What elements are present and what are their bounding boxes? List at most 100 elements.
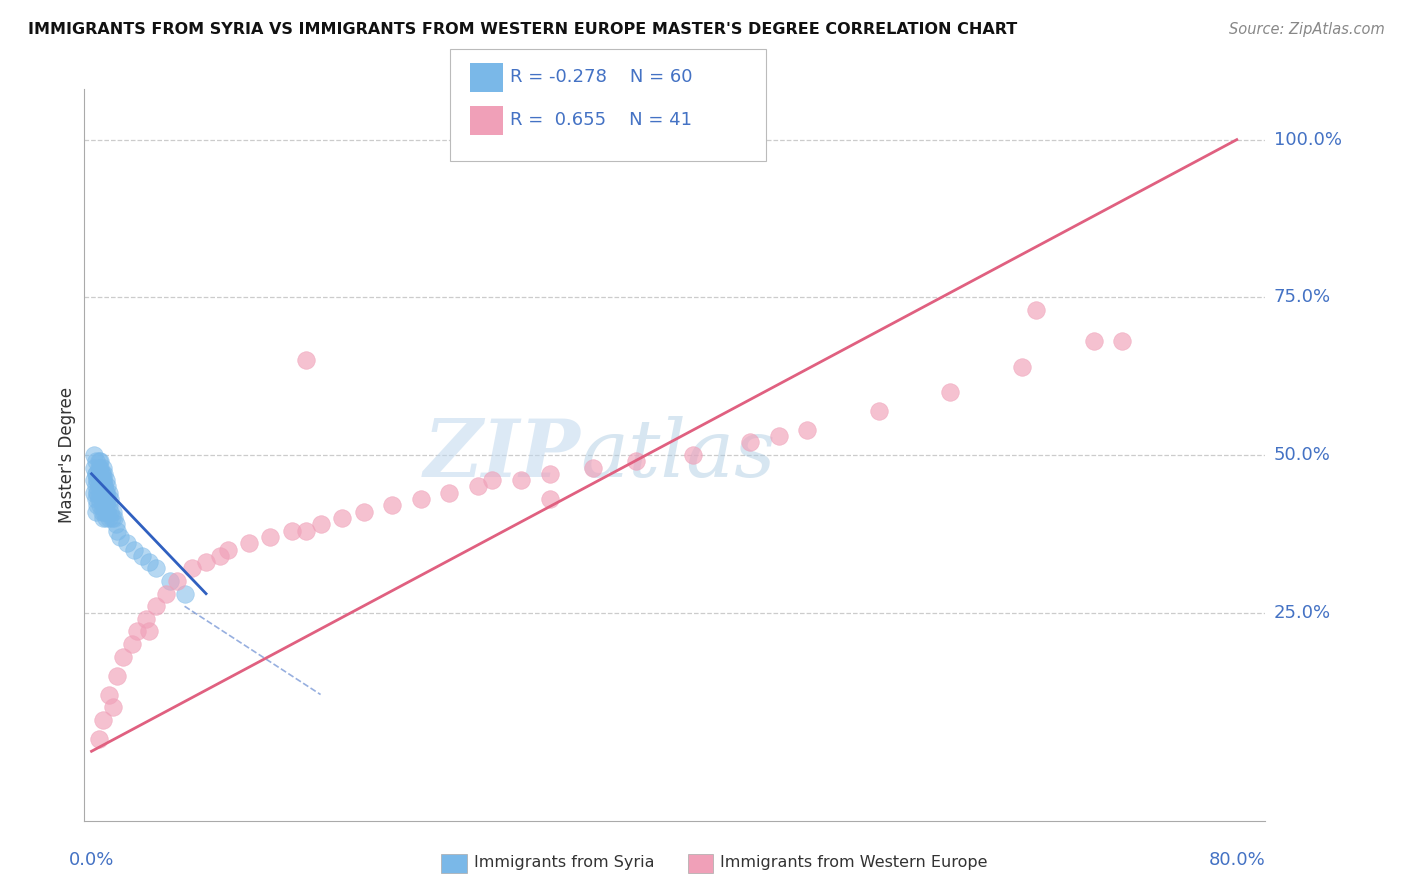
Point (409, 491, 432, 506)
Point (101, 700, 124, 714)
Point (581, 460, 603, 475)
Text: 0.0%: 0.0% (69, 851, 114, 869)
Point (91, 473, 114, 487)
Point (91, 713, 114, 727)
Point (84, 479, 107, 493)
Point (97, 511, 120, 525)
Point (1011, 359, 1033, 374)
Point (159, 574, 181, 588)
Point (89, 454, 111, 468)
Point (353, 505, 375, 519)
Text: 25.0%: 25.0% (1274, 604, 1331, 622)
Point (83, 473, 105, 487)
Text: 50.0%: 50.0% (1274, 446, 1330, 464)
Point (86, 485, 108, 500)
Point (381, 499, 404, 513)
Point (624, 454, 647, 468)
Point (96, 505, 118, 519)
Point (217, 542, 239, 557)
Point (738, 435, 761, 450)
Point (104, 517, 127, 532)
Point (135, 612, 157, 626)
Point (84, 505, 107, 519)
Point (89, 473, 111, 487)
Point (93, 479, 115, 493)
Point (83, 485, 105, 500)
Point (87, 479, 110, 493)
Point (91, 473, 114, 487)
Point (94, 511, 117, 525)
Text: R =  0.655    N = 41: R = 0.655 N = 41 (510, 111, 692, 128)
Point (209, 549, 232, 563)
Point (259, 530, 281, 544)
Point (87, 731, 110, 746)
Point (117, 536, 139, 550)
Text: atlas: atlas (581, 417, 776, 493)
Text: Source: ZipAtlas.com: Source: ZipAtlas.com (1229, 22, 1385, 37)
Point (195, 555, 218, 569)
Point (1111, 334, 1133, 349)
Point (309, 517, 332, 532)
Point (84, 454, 107, 468)
Point (86, 499, 108, 513)
Point (90, 479, 112, 493)
Point (89, 499, 111, 513)
Point (481, 473, 503, 487)
Text: 100.0%: 100.0% (1274, 130, 1341, 149)
Point (105, 668, 128, 682)
Text: IMMIGRANTS FROM SYRIA VS IMMIGRANTS FROM WESTERN EUROPE MASTER'S DEGREE CORRELAT: IMMIGRANTS FROM SYRIA VS IMMIGRANTS FROM… (28, 22, 1018, 37)
Point (87, 467, 110, 481)
Point (89, 460, 111, 475)
Point (83, 448, 105, 462)
Point (96, 479, 118, 493)
Point (97, 688, 120, 702)
Point (1083, 334, 1105, 349)
Point (97, 499, 120, 513)
Point (86, 485, 108, 500)
Point (94, 485, 117, 500)
Point (111, 649, 134, 664)
Point (538, 467, 561, 481)
Point (91, 499, 114, 513)
Point (124, 542, 146, 557)
Point (510, 473, 533, 487)
Point (295, 353, 318, 368)
Point (94, 473, 117, 487)
Point (173, 587, 195, 601)
Point (93, 479, 115, 493)
Point (91, 485, 114, 500)
Point (796, 423, 818, 437)
Point (87, 460, 110, 475)
Point (91, 511, 114, 525)
Point (100, 511, 122, 525)
Point (439, 485, 461, 500)
Point (1025, 302, 1047, 317)
Point (145, 561, 167, 575)
Point (96, 491, 118, 506)
Point (90, 491, 112, 506)
Point (84, 467, 107, 481)
Point (90, 479, 112, 493)
Text: ZIP: ZIP (423, 417, 581, 493)
Text: Immigrants from Syria: Immigrants from Syria (474, 855, 654, 870)
Text: R = -0.278    N = 60: R = -0.278 N = 60 (510, 68, 693, 86)
Point (93, 491, 115, 506)
Point (98, 491, 121, 506)
Point (90, 505, 112, 519)
Point (84, 467, 107, 481)
Point (180, 561, 202, 575)
Point (94, 485, 117, 500)
Point (330, 511, 353, 525)
Point (166, 574, 188, 588)
Point (97, 485, 120, 500)
Point (238, 536, 260, 550)
Point (105, 524, 128, 538)
Point (127, 624, 149, 639)
Point (87, 454, 110, 468)
Text: Immigrants from Western Europe: Immigrants from Western Europe (720, 855, 987, 870)
Point (94, 499, 117, 513)
Point (86, 473, 108, 487)
Point (281, 524, 304, 538)
Point (467, 479, 489, 493)
Point (682, 448, 704, 462)
